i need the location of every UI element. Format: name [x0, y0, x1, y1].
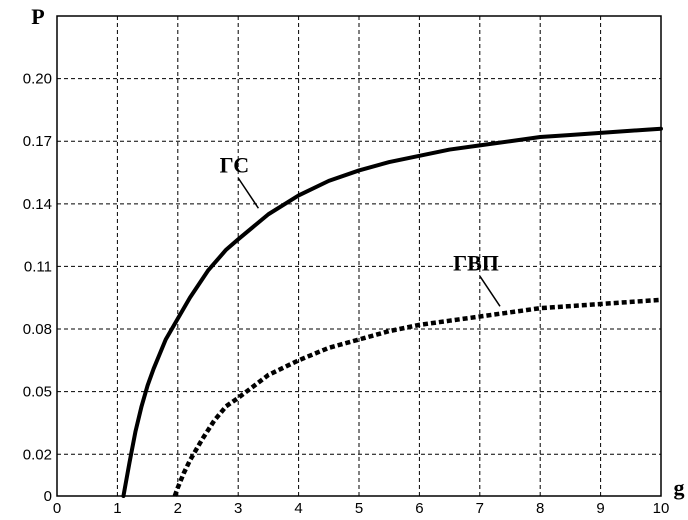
plot-area — [121, 126, 663, 498]
annotation-leader-1 — [237, 177, 260, 209]
y-tick-label: 0.08 — [23, 321, 52, 338]
y-tick-label: 0.17 — [23, 133, 52, 150]
y-tick-label: 0.05 — [23, 384, 52, 401]
y-tick-label: 0.20 — [23, 71, 52, 88]
x-tick-label: 5 — [355, 500, 363, 517]
y-tick-label: 0.11 — [24, 258, 52, 275]
x-tick-label: 2 — [174, 500, 182, 517]
series-annotation-1: ГС — [220, 152, 250, 177]
x-tick-label: 6 — [415, 500, 423, 517]
x-tick-label: 1 — [113, 500, 121, 517]
y-axis-title: P — [31, 4, 44, 29]
x-tick-label: 10 — [653, 500, 670, 517]
series-line-2 — [172, 297, 662, 497]
y-tick-label: 0.02 — [23, 446, 52, 463]
series-annotation-2: ГВП — [453, 250, 499, 275]
x-tick-label: 7 — [476, 500, 484, 517]
annotations: ГС ГВП — [220, 152, 501, 307]
x-axis-title: g — [674, 475, 685, 500]
annotation-leader-2 — [479, 275, 501, 307]
x-tick-label: 4 — [294, 500, 302, 517]
x-tick-label: 3 — [234, 500, 242, 517]
series-line-1 — [121, 126, 663, 498]
y-tick-label: 0 — [44, 488, 52, 505]
plot-frame — [56, 15, 662, 497]
x-tick-label: 8 — [536, 500, 544, 517]
x-tick-label: 0 — [53, 500, 61, 517]
grid — [57, 16, 661, 496]
tick-labels: 0 1 2 3 4 5 6 7 8 9 10 0 0.02 0.05 0.08 0.11 0.14 0.17 0.2… — [23, 71, 670, 517]
x-tick-label: 9 — [596, 500, 604, 517]
y-tick-label: 0.14 — [23, 196, 52, 213]
